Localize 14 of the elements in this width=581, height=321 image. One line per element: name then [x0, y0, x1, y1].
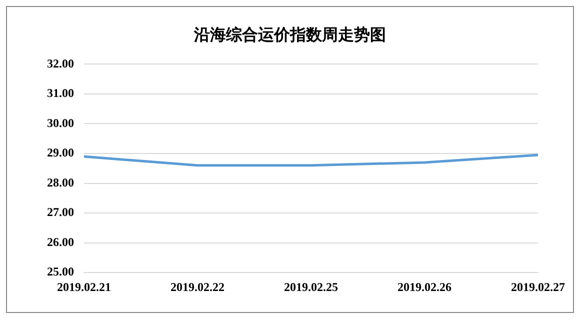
- y-tick-label: 29.00: [47, 146, 74, 160]
- y-tick-label: 28.00: [47, 175, 74, 190]
- x-tick-label: 2019.02.25: [284, 280, 338, 294]
- y-tick-label: 32.00: [47, 56, 74, 70]
- x-tick-label: 2019.02.21: [57, 280, 111, 294]
- y-tick-label: 27.00: [47, 205, 74, 220]
- y-tick-label: 25.00: [47, 264, 74, 279]
- x-tick-label: 2019.02.26: [398, 280, 452, 294]
- y-tick-label: 31.00: [47, 86, 74, 100]
- y-tick-label: 30.00: [47, 116, 74, 130]
- y-tick-label: 26.00: [47, 234, 74, 249]
- x-tick-label: 2019.02.27: [511, 280, 565, 294]
- chart-title: 沿海综合运价指数周走势图: [193, 25, 387, 46]
- x-tick-label: 2019.02.22: [170, 280, 224, 294]
